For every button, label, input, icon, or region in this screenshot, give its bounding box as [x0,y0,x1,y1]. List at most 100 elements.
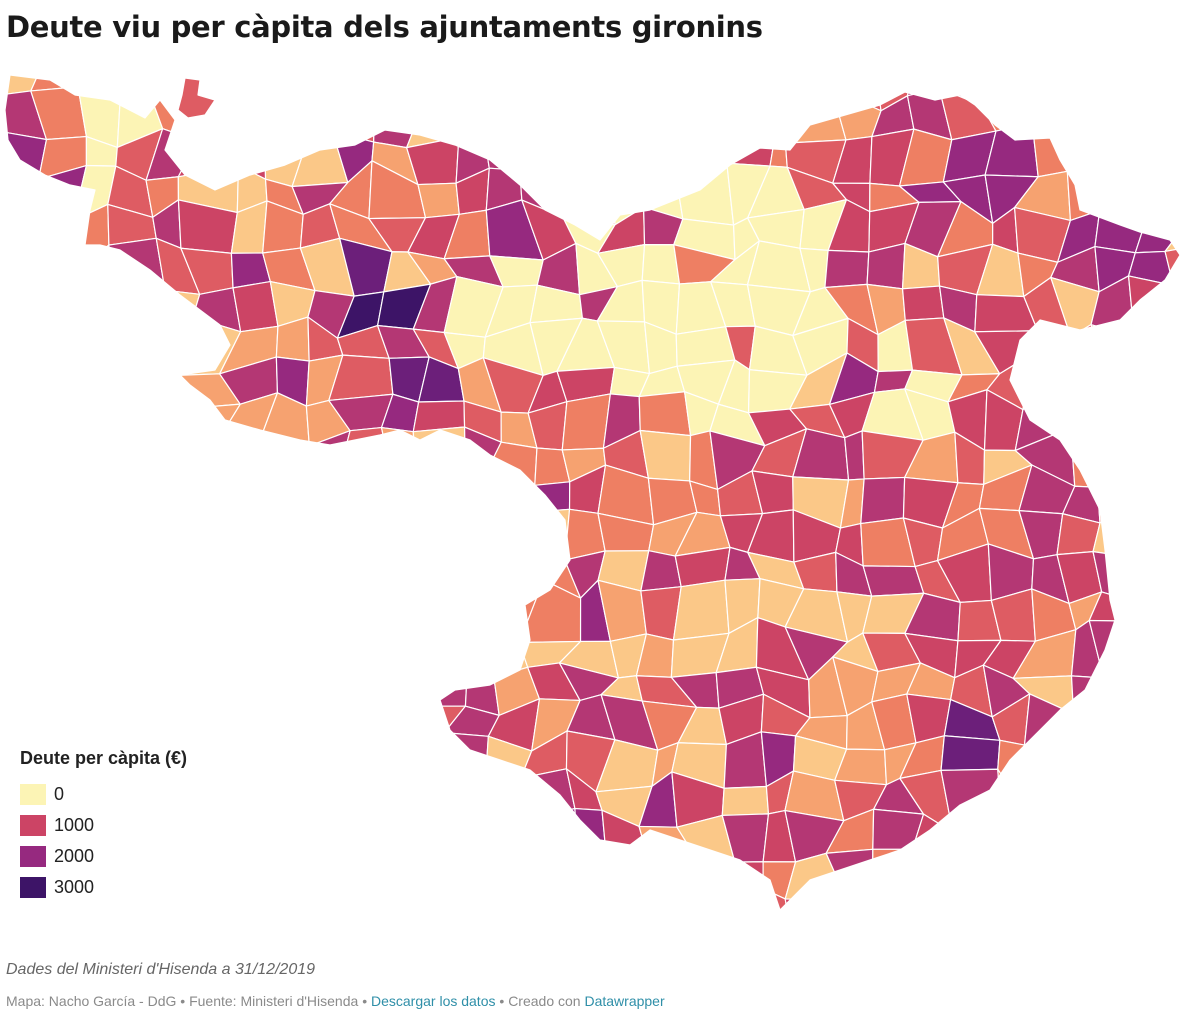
municipality-area[interactable] [464,472,487,516]
municipality-area[interactable] [1173,471,1200,521]
municipality-area[interactable] [1181,712,1200,749]
municipality-area[interactable] [449,93,490,138]
municipality-area[interactable] [177,756,238,796]
municipality-area[interactable] [575,932,617,950]
municipality-area[interactable] [29,937,79,950]
municipality-area[interactable] [1059,389,1105,450]
municipality-area[interactable] [1127,275,1182,338]
municipality-area[interactable] [0,435,38,491]
municipality-area[interactable] [29,337,75,366]
municipality-area[interactable] [1164,437,1200,477]
municipality-area[interactable] [1051,778,1109,833]
municipality-area[interactable] [70,337,124,376]
municipality-area[interactable] [675,326,736,367]
municipality-area[interactable] [216,929,278,950]
municipality-area[interactable] [34,253,87,286]
municipality-area[interactable] [0,929,32,950]
municipality-area[interactable] [184,654,234,708]
municipality-area[interactable] [481,472,536,516]
municipality-area[interactable] [221,542,269,594]
municipality-area[interactable] [71,541,126,599]
municipality-area[interactable] [988,854,1036,907]
municipality-area[interactable] [263,630,303,660]
municipality-area[interactable] [221,587,265,642]
municipality-area[interactable] [303,789,356,828]
municipality-area[interactable] [1031,330,1072,361]
municipality-area[interactable] [1128,357,1178,400]
municipality-area[interactable] [410,659,469,707]
municipality-area[interactable] [180,542,241,589]
municipality-area[interactable] [337,549,391,603]
municipality-area[interactable] [259,517,308,554]
municipality-area[interactable] [937,854,990,907]
municipality-area[interactable] [224,101,277,143]
municipality-area[interactable] [217,781,266,828]
municipality-area[interactable] [101,927,156,950]
municipality-area[interactable] [68,244,111,287]
municipality-area[interactable] [220,629,274,656]
municipality-area[interactable] [613,130,653,174]
municipality-area[interactable] [730,928,760,950]
municipality-area[interactable] [372,732,428,787]
municipality-area[interactable] [872,885,926,931]
municipality-area[interactable] [1093,865,1146,910]
municipality-area[interactable] [484,777,539,831]
municipality-area[interactable] [1130,84,1189,147]
municipality-area[interactable] [342,586,387,643]
municipality-area[interactable] [110,484,164,513]
municipality-area[interactable] [388,469,418,508]
municipality-area[interactable] [328,503,391,562]
municipality-area[interactable] [301,485,337,519]
municipality-area[interactable] [116,364,165,415]
municipality-area[interactable] [0,583,51,644]
municipality-area[interactable] [715,85,774,148]
municipality-area[interactable] [641,244,681,285]
municipality-area[interactable] [271,654,314,717]
municipality-area[interactable] [1129,474,1188,516]
municipality-area[interactable] [688,85,728,133]
municipality-area[interactable] [561,393,611,451]
municipality-area[interactable] [407,506,467,567]
municipality-area[interactable] [0,358,45,415]
municipality-area[interactable] [488,60,533,103]
municipality-area[interactable] [1051,62,1099,105]
municipality-area[interactable] [483,904,545,939]
municipality-area[interactable] [110,431,160,487]
municipality-area[interactable] [156,431,188,487]
municipality-area[interactable] [1093,361,1141,400]
municipality-area[interactable] [0,625,51,673]
municipality-area[interactable] [484,932,543,950]
municipality-area[interactable] [1173,357,1200,394]
municipality-area[interactable] [594,95,651,133]
municipality-area[interactable] [824,249,870,289]
municipality-area[interactable] [1021,885,1077,933]
municipality-area[interactable] [825,848,874,902]
municipality-area[interactable] [674,125,728,173]
municipality-area[interactable] [594,60,659,98]
municipality-area[interactable] [423,809,456,864]
municipality-area[interactable] [221,503,269,554]
municipality-area[interactable] [186,464,229,506]
municipality-area[interactable] [1096,483,1138,524]
municipality-area[interactable] [29,280,72,340]
municipality-area[interactable] [407,560,455,600]
municipality-area[interactable] [1071,102,1113,145]
municipality-area[interactable] [214,849,278,899]
municipality-area[interactable] [688,60,728,88]
municipality-area[interactable] [76,621,124,682]
municipality-area[interactable] [291,903,350,944]
municipality-area[interactable] [443,732,489,795]
municipality-area[interactable] [521,60,582,98]
municipality-area[interactable] [1,275,36,340]
municipality-area[interactable] [407,888,469,937]
municipality-area[interactable] [148,927,192,950]
municipality-area[interactable] [1174,578,1200,633]
municipality-area[interactable] [200,855,230,905]
municipality-area[interactable] [0,655,49,720]
municipality-area[interactable] [334,714,374,756]
municipality-area[interactable] [300,514,339,562]
municipality-area[interactable] [595,844,648,903]
municipality-area[interactable] [1129,506,1188,559]
municipality-area[interactable] [225,465,265,524]
municipality-area[interactable] [1135,777,1190,830]
